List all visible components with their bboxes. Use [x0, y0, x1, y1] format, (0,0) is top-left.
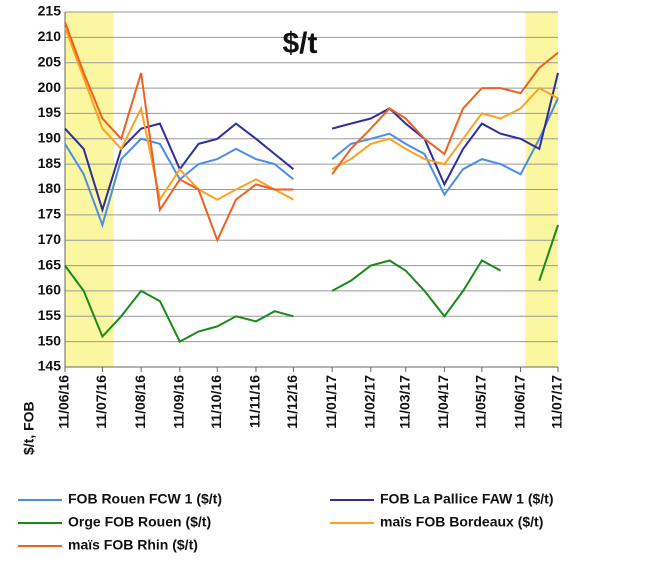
y-tick-label: 205: [38, 53, 62, 69]
y-tick-label: 180: [38, 180, 62, 196]
y-tick-label: 200: [38, 79, 62, 95]
x-tick-label: 11/06/16: [56, 375, 72, 429]
legend-label: FOB La Pallice FAW 1 ($/t): [380, 491, 553, 507]
y-tick-label: 215: [38, 3, 62, 19]
x-tick-label: 11/07/16: [93, 375, 109, 429]
y-tick-label: 185: [38, 155, 62, 171]
x-tick-label: 11/07/17: [549, 375, 565, 429]
x-tick-label: 11/01/17: [323, 375, 339, 429]
series-line: [64, 26, 559, 203]
x-tick-label: 11/08/16: [132, 375, 148, 429]
series-line: [64, 224, 559, 343]
x-tick-label: 11/09/16: [171, 375, 187, 429]
chart-title: $/t: [282, 27, 317, 60]
x-tick-label: 11/04/17: [435, 375, 451, 429]
series-line: [64, 97, 559, 229]
y-tick-label: 165: [38, 256, 62, 272]
legend-label: maïs FOB Bordeaux ($/t): [380, 514, 543, 530]
x-tick-label: 11/12/16: [284, 375, 300, 429]
y-tick-label: 150: [38, 332, 62, 348]
legend-label: maïs FOB Rhin ($/t): [68, 537, 198, 553]
y-tick-label: 155: [38, 307, 62, 323]
y-tick-label: 175: [38, 206, 62, 222]
x-tick-label: 11/06/17: [511, 375, 527, 429]
legend-label: FOB Rouen FCW 1 ($/t): [68, 491, 222, 507]
lines-layer: [64, 21, 559, 343]
x-tick-label: 11/05/17: [473, 375, 489, 429]
x-tick-label: 11/10/16: [208, 375, 224, 429]
y-tick-label: 210: [38, 28, 62, 44]
series-line: [64, 21, 559, 243]
legend-label: Orge FOB Rouen ($/t): [68, 514, 211, 530]
y-tick-label: 160: [38, 282, 62, 298]
y-tick-label: 145: [38, 358, 62, 374]
y-tick-label: 195: [38, 104, 62, 120]
y-tick-label: 170: [38, 231, 62, 247]
y-tick-label: 190: [38, 129, 62, 145]
y-axis-label: $/t, FOB: [21, 401, 37, 455]
x-tick-label: 11/02/17: [361, 375, 377, 429]
x-tick-label: 11/11/16: [247, 375, 263, 428]
grid-layer: [64, 11, 559, 372]
x-tick-label: 11/03/17: [396, 375, 412, 429]
